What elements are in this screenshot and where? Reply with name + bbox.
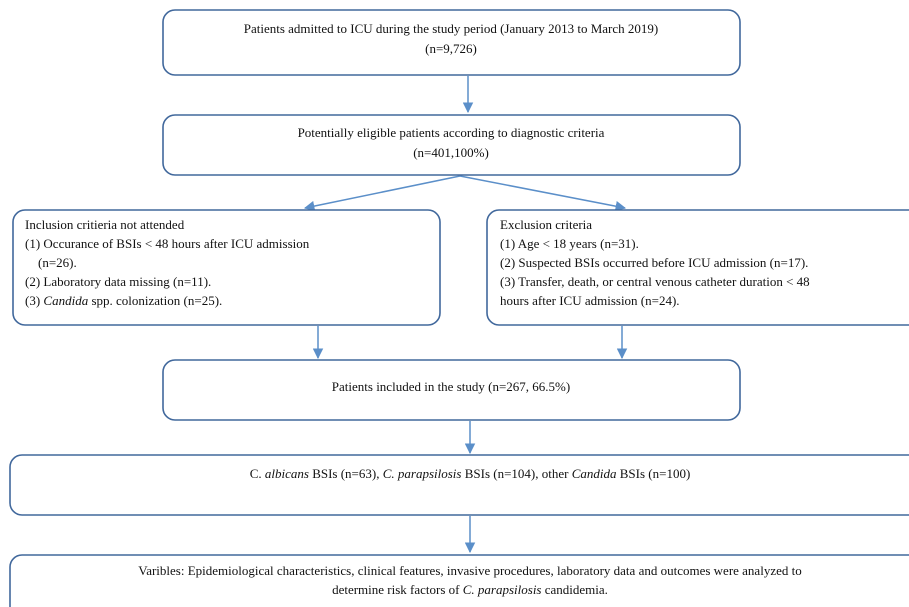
box — [162, 114, 741, 176]
box-text-line: Exclusion criteria — [500, 217, 592, 232]
box-text-line: (2) Laboratory data missing (n=11). — [25, 274, 211, 289]
text-segment: hours after ICU admission (n=24). — [500, 293, 680, 308]
text-segment: (n=26). — [38, 255, 77, 270]
box-text-line: C. albicans BSIs (n=63), C. parapsilosis… — [250, 466, 691, 481]
text-segment: BSIs (n=100) — [617, 466, 691, 481]
box-text-line: (n=26). — [38, 255, 77, 270]
text-segment: albicans — [265, 466, 309, 481]
box — [486, 209, 909, 326]
box — [162, 359, 741, 421]
box-text-line: Patients included in the study (n=267, 6… — [332, 379, 570, 394]
box-text-line: (3) Candida spp. colonization (n=25). — [25, 293, 222, 308]
box-node: Patients admitted to ICU during the stud… — [162, 9, 741, 76]
box-node: Varibles: Epidemiological characteristic… — [9, 554, 909, 607]
box-node: Patients included in the study (n=267, 6… — [162, 359, 741, 421]
box — [12, 209, 441, 326]
arrows — [303, 76, 628, 554]
box-node: Potentially eligible patients according … — [162, 114, 741, 176]
text-segment: C. parapsilosis — [383, 466, 462, 481]
box-text-line: Patients admitted to ICU during the stud… — [244, 21, 658, 36]
text-segment: Candida — [43, 293, 88, 308]
text-segment: C. — [250, 466, 265, 481]
box-node: Exclusion criteria (1) Age < 18 years (n=… — [486, 209, 909, 326]
text-segment: Candida — [572, 466, 617, 481]
box-text-line: Inclusion critieria not attended — [25, 217, 185, 232]
box-text-line: (3) Transfer, death, or central venous c… — [500, 274, 810, 289]
box-text-line: (n=9,726) — [425, 41, 477, 56]
text-segment: spp. colonization (n=25). — [88, 293, 222, 308]
text-segment: (n=9,726) — [425, 41, 477, 56]
box — [162, 9, 741, 76]
text-segment: BSIs (n=104), other — [461, 466, 571, 481]
text-segment: (3) Transfer, death, or central venous c… — [500, 274, 810, 289]
text-segment: (n=401,100%) — [413, 145, 489, 160]
text-segment: (1) Age < 18 years (n=31). — [500, 236, 639, 251]
box-text-line: (1) Occurance of BSIs < 48 hours after I… — [25, 236, 310, 251]
text-segment: Exclusion criteria — [500, 217, 592, 232]
box-text-line: determine risk factors of C. parapsilosi… — [332, 582, 608, 597]
box-node: Inclusion critieria not attended (1) Occu… — [12, 209, 441, 326]
text-segment: Patients included in the study (n=267, 6… — [332, 379, 570, 394]
box — [9, 554, 909, 607]
text-segment: candidemia. — [542, 582, 608, 597]
arrow — [459, 175, 627, 212]
text-segment: C. parapsilosis — [463, 582, 542, 597]
text-segment: determine risk factors of — [332, 582, 463, 597]
box-text-line: hours after ICU admission (n=24). — [500, 293, 680, 308]
box-text-line: (1) Age < 18 years (n=31). — [500, 236, 639, 251]
box — [9, 454, 909, 516]
text-segment: (3) — [25, 293, 43, 308]
box-text-line: Potentially eligible patients according … — [298, 125, 605, 140]
text-segment: BSIs (n=63), — [309, 466, 383, 481]
box-node: C. albicans BSIs (n=63), C. parapsilosis… — [9, 454, 909, 516]
text-segment: Patients admitted to ICU during the stud… — [244, 21, 658, 36]
text-segment: (1) Occurance of BSIs < 48 hours after I… — [25, 236, 310, 251]
boxes: Patients admitted to ICU during the stud… — [9, 9, 909, 607]
text-segment: Varibles: Epidemiological characteristic… — [138, 563, 801, 578]
arrow — [303, 175, 461, 212]
text-segment: (2) Laboratory data missing (n=11). — [25, 274, 211, 289]
box-text-line: (n=401,100%) — [413, 145, 489, 160]
text-segment: Inclusion critieria not attended — [25, 217, 185, 232]
text-segment: Potentially eligible patients according … — [298, 125, 605, 140]
box-text-line: (2) Suspected BSIs occurred before ICU a… — [500, 255, 808, 270]
box-text-line: Varibles: Epidemiological characteristic… — [138, 563, 801, 578]
text-segment: (2) Suspected BSIs occurred before ICU a… — [500, 255, 808, 270]
